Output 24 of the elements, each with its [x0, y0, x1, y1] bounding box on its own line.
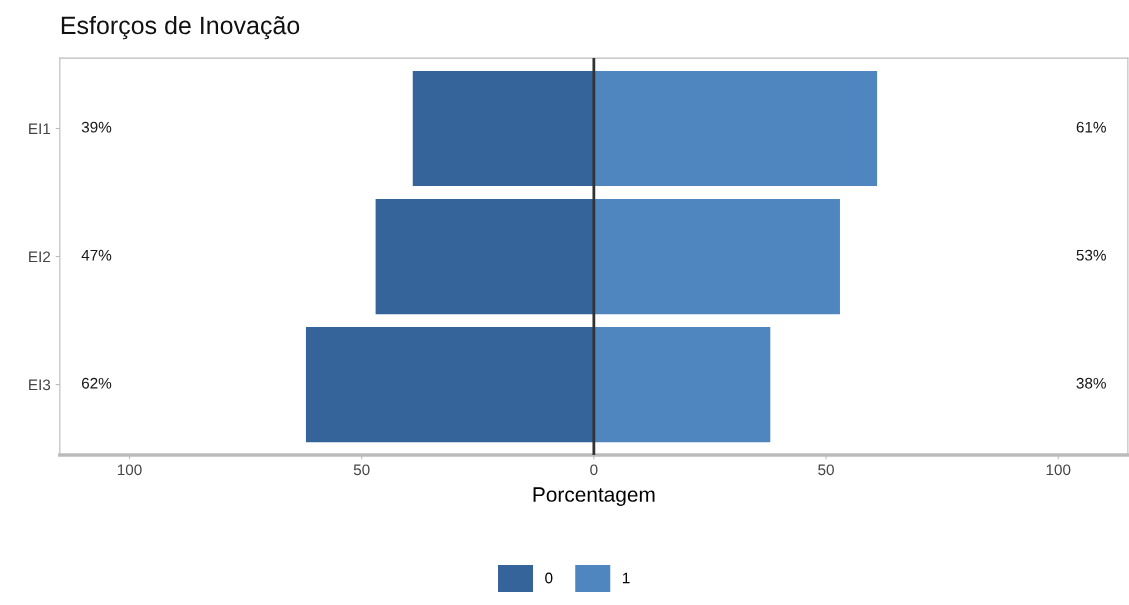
annotation: 61% [1076, 121, 1106, 133]
annotation: 47% [81, 249, 112, 261]
bar [593, 326, 771, 443]
annotation: 62% [81, 377, 112, 389]
x-tick-label: 100 [1046, 464, 1071, 476]
y-tick-label: EI2 [29, 251, 51, 263]
y-tick-label: EI3 [29, 379, 51, 391]
x-tick-label: 100 [117, 464, 142, 476]
legend-label: 0 [545, 572, 553, 584]
y-tick-label: EI1 [29, 123, 51, 135]
bar [305, 326, 594, 443]
annotation: 53% [1076, 249, 1106, 261]
bar [593, 198, 840, 315]
bar [375, 198, 594, 315]
x-tick-label: 50 [818, 464, 834, 476]
annotation: 39% [81, 121, 112, 133]
x-tick-label: 50 [353, 464, 370, 476]
bar [593, 70, 878, 187]
legend-label: 1 [622, 572, 630, 584]
annotation: 38% [1076, 377, 1106, 389]
x-tick-label: 0 [590, 464, 598, 476]
x-axis-title: Porcentagem [533, 487, 655, 506]
bar [412, 70, 594, 187]
chart-title: Esforços de Inovação [61, 15, 300, 40]
